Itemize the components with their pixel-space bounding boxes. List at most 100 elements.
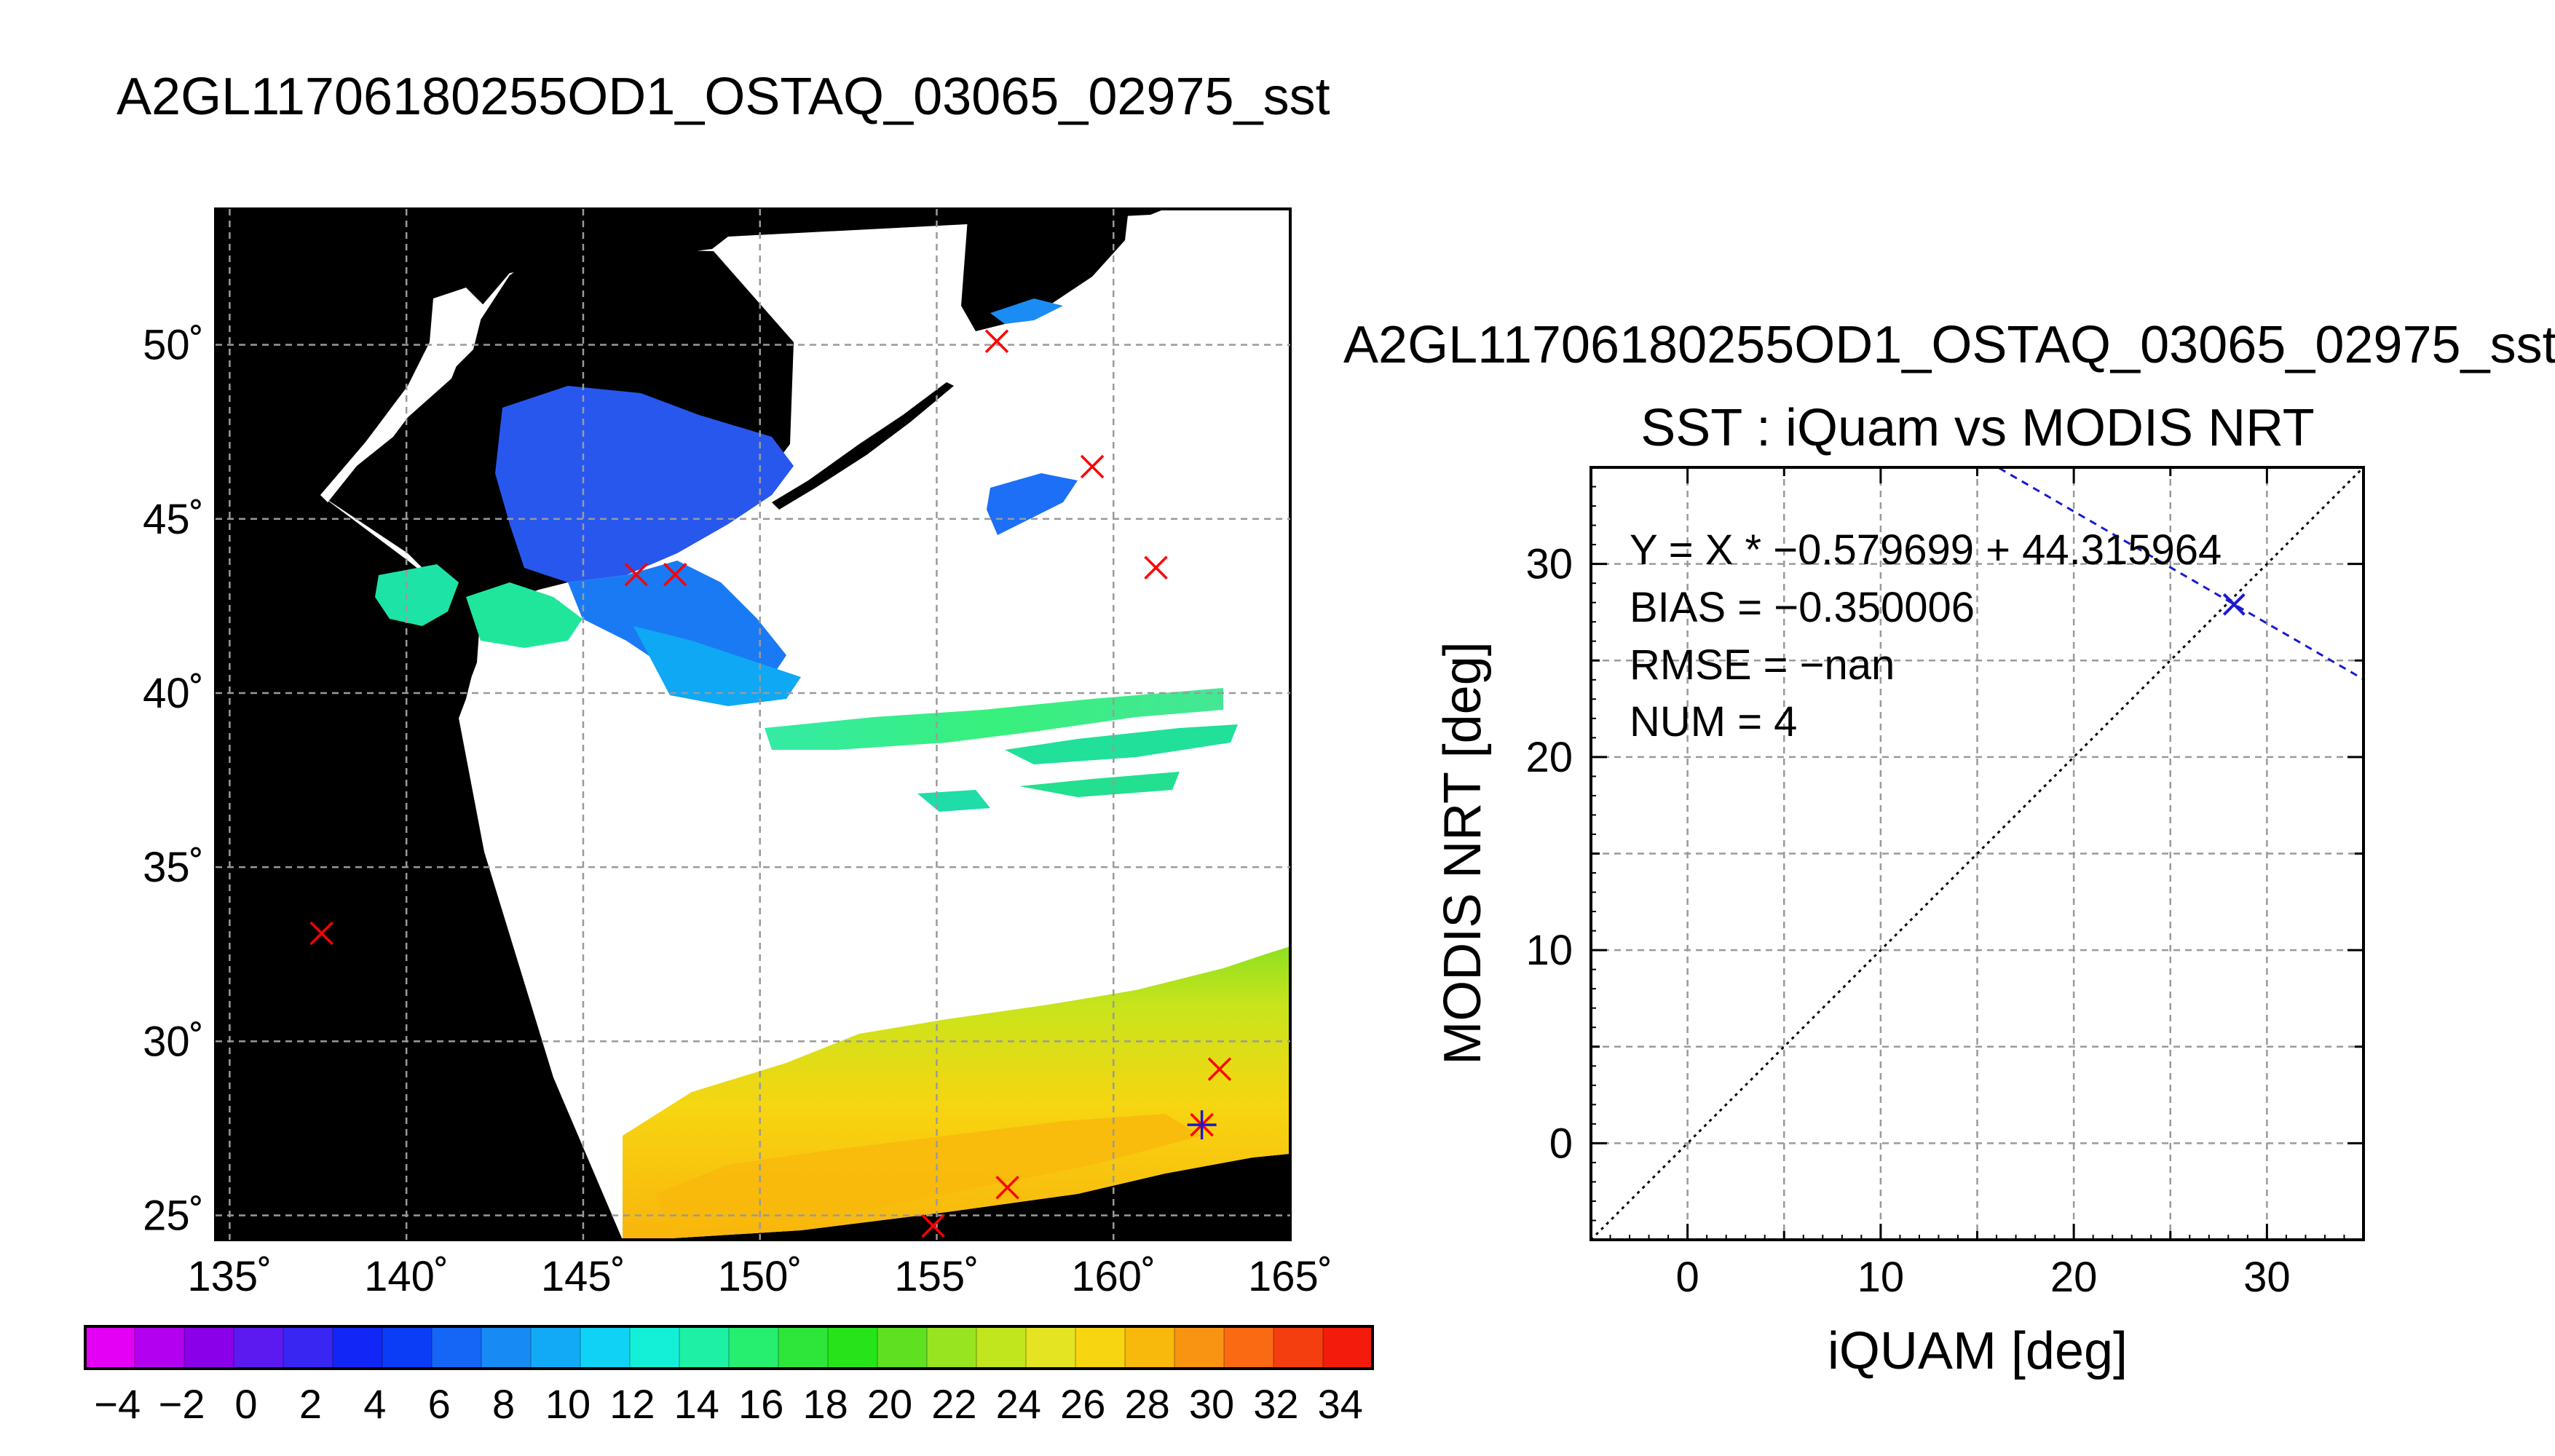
- colorbar-cell: [927, 1326, 977, 1369]
- map-lon-tick-label: 155˚: [894, 1253, 979, 1300]
- colorbar-cell: [184, 1326, 234, 1369]
- y-axis-label: MODIS NRT [deg]: [1434, 641, 1492, 1065]
- okhotsk-sst-patch-3: [633, 626, 801, 706]
- map-lon-tick-label: 135˚: [187, 1253, 272, 1300]
- x-tick-labels: 0 10 20 30: [1675, 1254, 2290, 1301]
- colorbar-tick-label: 6: [428, 1381, 451, 1427]
- bias-text: BIAS = −0.350006: [1630, 584, 1975, 631]
- rmse-text: RMSE = −nan: [1630, 641, 1895, 689]
- y-tick-label: 10: [1525, 927, 1573, 974]
- colorbar-cell: [778, 1326, 829, 1369]
- colorbar-cell: [135, 1326, 185, 1369]
- colorbar-tick-label: 0: [234, 1381, 257, 1427]
- map-lon-tick-label: 145˚: [541, 1253, 625, 1300]
- colorbar-cell: [976, 1326, 1027, 1369]
- midlat-sst-band: [765, 688, 1223, 750]
- hokkaido-sst-patch: [375, 564, 459, 626]
- colorbar-tick-label: 2: [299, 1381, 322, 1427]
- main-title: A2GL11706180255OD1_OSTAQ_03065_02975_sst: [117, 68, 1330, 126]
- colorbar-cells: [85, 1326, 1373, 1369]
- x-tick-label: 20: [2050, 1254, 2098, 1301]
- latitude-tick-labels: 25˚ 30˚ 35˚ 40˚ 45˚ 50˚: [143, 322, 204, 1240]
- colorbar-tick-label: −4: [94, 1381, 141, 1427]
- map-lat-tick-label: 35˚: [143, 844, 204, 891]
- colorbar-tick-label: 34: [1318, 1381, 1363, 1427]
- colorbar-tick-label: 18: [802, 1381, 848, 1427]
- colorbar-cell: [1323, 1326, 1373, 1369]
- map-frame: [214, 207, 1292, 1241]
- colorbar-tick-label: 12: [609, 1381, 655, 1427]
- colorbar-tick-label: 4: [363, 1381, 386, 1427]
- colorbar-tick-labels: −4 −2 0 2 4 6 8 10 12 14 16 18 20 22 24 26 28 30 32 34: [94, 1381, 1363, 1427]
- map-lat-tick-label: 30˚: [143, 1018, 204, 1065]
- map-lon-tick-label: 165˚: [1248, 1253, 1332, 1300]
- colorbar-cell: [580, 1326, 631, 1369]
- colorbar-cell: [729, 1326, 779, 1369]
- colorbar-tick-label: 22: [931, 1381, 976, 1427]
- buoy-marker: [921, 1214, 945, 1238]
- buoy-marker: [1144, 555, 1168, 579]
- colorbar-tick-label: −2: [159, 1381, 205, 1427]
- colorbar-tick-label: 20: [867, 1381, 912, 1427]
- buoy-marker: [309, 921, 333, 946]
- x-tick-label: 10: [1857, 1254, 1905, 1301]
- colorbar-tick-label: 14: [674, 1381, 719, 1427]
- map-lat-tick-label: 25˚: [143, 1192, 204, 1240]
- scatter-points: [2222, 593, 2246, 616]
- colorbar-cell: [1224, 1326, 1274, 1369]
- buoy-marker: [984, 329, 1009, 354]
- scatter-point: [2222, 593, 2246, 616]
- x-axis-label: iQUAM [deg]: [1828, 1322, 2128, 1380]
- sst-map: 135˚ 140˚ 145˚ 150˚ 155˚ 160˚ 165˚ 25˚ 30˚ 35˚ 40…: [143, 207, 1332, 1300]
- colorbar-cell: [234, 1326, 284, 1369]
- colorbar-cell: [531, 1326, 581, 1369]
- colorbar-cell: [1075, 1326, 1126, 1369]
- colorbar-cell: [481, 1326, 532, 1369]
- y-tick-label: 30: [1525, 541, 1573, 588]
- colorbar-tick-label: 16: [738, 1381, 783, 1427]
- colorbar-cell: [85, 1326, 135, 1369]
- midlat-sst-band-3: [1019, 772, 1180, 797]
- colorbar-cell: [283, 1326, 333, 1369]
- midlat-sst-band-4: [917, 790, 990, 812]
- scatter-subtitle: SST : iQuam vs MODIS NRT: [1640, 399, 2315, 457]
- map-lon-tick-label: 160˚: [1071, 1253, 1156, 1300]
- colorbar-cell: [1026, 1326, 1076, 1369]
- colorbar-tick-label: 32: [1253, 1381, 1298, 1427]
- colorbar-cell: [1273, 1326, 1324, 1369]
- colorbar-cell: [828, 1326, 878, 1369]
- scatter-title: A2GL11706180255OD1_OSTAQ_03065_02975_sst: [1343, 316, 2555, 374]
- colorbar-cell: [630, 1326, 680, 1369]
- num-text: NUM = 4: [1630, 698, 1797, 745]
- matched-buoy-marker: [1187, 1110, 1217, 1140]
- buoy-marker: [624, 563, 649, 587]
- colorbar-cell: [382, 1326, 433, 1369]
- buoy-markers: [309, 329, 1232, 1238]
- stats-annotations: Y = X * −0.579699 + 44.315964 BIAS = −0.…: [1630, 526, 2222, 745]
- sakhalin-land: [320, 288, 484, 502]
- buoy-marker: [663, 563, 687, 587]
- colorbar-frame: [84, 1325, 1374, 1370]
- scatter-plot: A2GL11706180255OD1_OSTAQ_03065_02975_sst…: [1343, 316, 2555, 1380]
- colorbar-cell: [1174, 1326, 1225, 1369]
- sst-colorbar: −4 −2 0 2 4 6 8 10 12 14 16 18 20 22 24 26 28 30 32 34: [84, 1325, 1374, 1427]
- plot-frame: [1590, 466, 2365, 1241]
- fit-equation: Y = X * −0.579699 + 44.315964: [1630, 526, 2222, 574]
- y-tick-label: 0: [1549, 1120, 1573, 1167]
- x-tick-label: 0: [1675, 1254, 1699, 1301]
- colorbar-tick-label: 24: [996, 1381, 1041, 1427]
- colorbar-cell: [333, 1326, 383, 1369]
- map-graticule: [216, 209, 1290, 1240]
- okhotsk-sst-patch-2: [568, 561, 786, 684]
- colorbar-tick-label: 8: [492, 1381, 515, 1427]
- subtropic-sst-core: [655, 1114, 1201, 1230]
- buoy-marker: [1207, 1057, 1232, 1081]
- colorbar-cell: [432, 1326, 482, 1369]
- x-tick-label: 30: [2243, 1254, 2291, 1301]
- okhotsk-sst-patch: [495, 386, 794, 582]
- colorbar-cell: [877, 1326, 928, 1369]
- map-lon-tick-label: 140˚: [364, 1253, 449, 1300]
- colorbar-tick-label: 26: [1060, 1381, 1105, 1427]
- midlat-sst-band-2: [1005, 724, 1238, 764]
- kamchatka-land: [961, 209, 1129, 331]
